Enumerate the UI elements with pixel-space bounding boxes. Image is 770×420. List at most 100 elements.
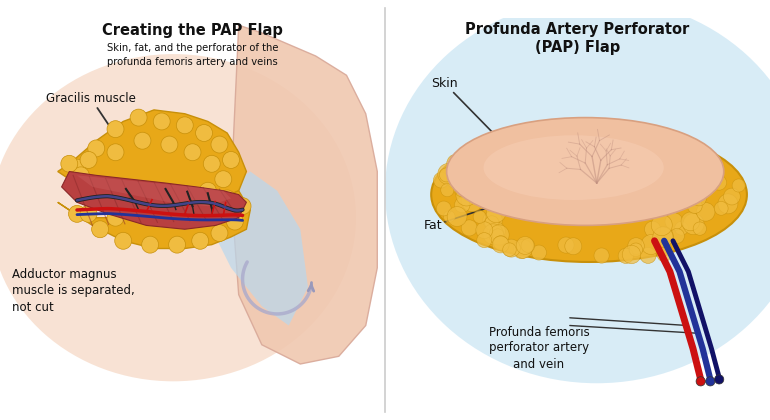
- Polygon shape: [58, 110, 246, 210]
- Text: Creating the PAP Flap: Creating the PAP Flap: [102, 23, 283, 38]
- Circle shape: [203, 155, 220, 172]
- Circle shape: [696, 377, 705, 386]
- Circle shape: [641, 235, 661, 255]
- Circle shape: [718, 194, 738, 214]
- Ellipse shape: [0, 54, 356, 381]
- Circle shape: [549, 127, 563, 141]
- Circle shape: [492, 236, 509, 253]
- Circle shape: [226, 213, 243, 230]
- Circle shape: [684, 150, 700, 167]
- Circle shape: [107, 144, 124, 161]
- Circle shape: [476, 222, 493, 239]
- Ellipse shape: [484, 135, 664, 200]
- Circle shape: [503, 243, 516, 257]
- Polygon shape: [77, 176, 231, 206]
- Circle shape: [576, 130, 588, 142]
- Circle shape: [696, 202, 715, 221]
- Circle shape: [705, 163, 718, 175]
- Circle shape: [92, 221, 109, 238]
- Circle shape: [615, 140, 630, 155]
- Circle shape: [169, 202, 186, 218]
- Circle shape: [657, 247, 671, 262]
- Circle shape: [576, 140, 588, 152]
- Circle shape: [622, 245, 641, 264]
- Circle shape: [693, 222, 706, 235]
- Circle shape: [692, 164, 709, 181]
- Circle shape: [706, 156, 722, 173]
- Circle shape: [715, 375, 724, 384]
- Circle shape: [437, 201, 451, 216]
- Circle shape: [447, 154, 466, 173]
- Circle shape: [669, 228, 685, 244]
- Polygon shape: [58, 191, 250, 249]
- Circle shape: [521, 239, 534, 252]
- Polygon shape: [62, 171, 246, 229]
- Circle shape: [454, 197, 470, 213]
- Circle shape: [484, 216, 499, 230]
- Circle shape: [138, 205, 155, 222]
- Text: Skin, fat, and the perforator of the
profunda femoris artery and veins: Skin, fat, and the perforator of the pro…: [107, 42, 278, 66]
- Circle shape: [644, 221, 661, 237]
- Circle shape: [724, 188, 740, 205]
- Circle shape: [564, 238, 582, 255]
- Circle shape: [616, 140, 631, 155]
- Circle shape: [622, 132, 642, 153]
- Circle shape: [211, 136, 228, 153]
- Circle shape: [670, 136, 685, 150]
- Polygon shape: [231, 25, 377, 364]
- Circle shape: [184, 144, 201, 161]
- Circle shape: [88, 140, 105, 157]
- Circle shape: [467, 162, 479, 174]
- Circle shape: [620, 139, 634, 152]
- Circle shape: [558, 237, 574, 253]
- Circle shape: [640, 247, 656, 263]
- Circle shape: [447, 170, 466, 189]
- Circle shape: [598, 131, 614, 148]
- Circle shape: [440, 168, 454, 182]
- Polygon shape: [212, 171, 308, 326]
- Circle shape: [115, 232, 132, 249]
- Circle shape: [629, 243, 643, 257]
- Circle shape: [594, 248, 609, 263]
- Circle shape: [219, 190, 236, 207]
- Circle shape: [658, 243, 671, 256]
- Circle shape: [532, 128, 545, 141]
- Circle shape: [489, 225, 509, 245]
- Circle shape: [571, 139, 588, 156]
- Circle shape: [192, 232, 209, 249]
- Circle shape: [161, 136, 178, 153]
- Circle shape: [456, 185, 477, 206]
- Circle shape: [455, 184, 467, 197]
- Circle shape: [215, 171, 232, 188]
- Circle shape: [711, 175, 727, 190]
- Circle shape: [675, 221, 688, 235]
- Circle shape: [466, 171, 483, 189]
- Circle shape: [444, 211, 455, 223]
- Circle shape: [628, 238, 644, 254]
- Circle shape: [469, 172, 487, 190]
- Circle shape: [80, 152, 97, 168]
- Circle shape: [651, 140, 664, 153]
- Circle shape: [434, 172, 449, 188]
- Circle shape: [142, 236, 159, 253]
- Circle shape: [474, 210, 486, 223]
- Circle shape: [521, 139, 542, 160]
- Circle shape: [176, 117, 193, 134]
- Text: Profunda Artery Perforator
(PAP) Flap: Profunda Artery Perforator (PAP) Flap: [465, 22, 690, 55]
- Text: Fat: Fat: [424, 206, 493, 232]
- Circle shape: [438, 163, 459, 184]
- Circle shape: [618, 131, 631, 144]
- Circle shape: [531, 245, 547, 260]
- Circle shape: [707, 172, 720, 185]
- Circle shape: [61, 155, 78, 172]
- Circle shape: [715, 202, 728, 215]
- Circle shape: [95, 178, 112, 195]
- Circle shape: [176, 190, 193, 207]
- Circle shape: [69, 159, 85, 176]
- Circle shape: [665, 213, 683, 231]
- Circle shape: [514, 242, 530, 259]
- Circle shape: [107, 209, 124, 226]
- Circle shape: [705, 377, 715, 386]
- Circle shape: [196, 124, 213, 142]
- Circle shape: [543, 128, 559, 144]
